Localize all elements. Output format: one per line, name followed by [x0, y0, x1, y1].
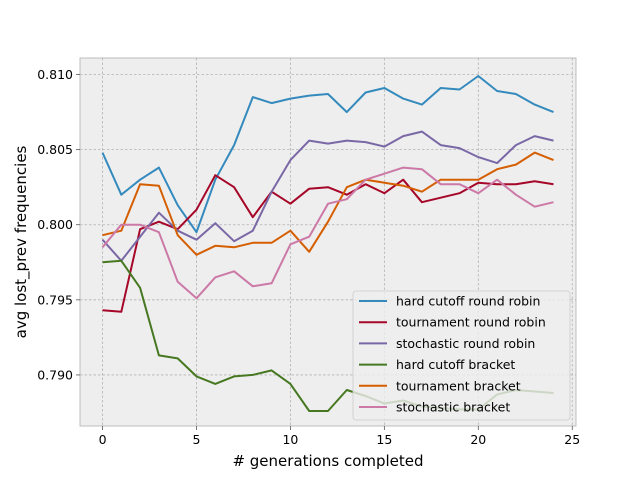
y-tick-label: 0.810 [37, 67, 73, 82]
y-tick-label: 0.805 [37, 142, 73, 157]
x-tick-label: 15 [376, 432, 392, 447]
legend: hard cutoff round robin tournament round … [352, 290, 571, 421]
series-line [101, 130, 554, 262]
axis-ticks: 0 5 10 15 20 25 0.790 0.795 0.800 0.805 0.810 [37, 67, 580, 447]
legend-label: tournament bracket [396, 378, 521, 393]
legend-label: stochastic bracket [396, 400, 510, 415]
y-tick-label: 0.795 [37, 292, 73, 307]
series-line [101, 166, 554, 300]
x-tick-label: 0 [99, 432, 107, 447]
x-tick-label: 10 [282, 432, 298, 447]
series-line [102, 151, 554, 256]
legend-label: tournament round robin [396, 315, 546, 330]
legend-label: hard cutoff bracket [396, 357, 515, 372]
x-tick-label: 20 [470, 432, 486, 447]
x-tick-label: 5 [193, 432, 201, 447]
series-line [101, 75, 554, 234]
legend-label: hard cutoff round robin [396, 294, 540, 309]
x-axis-label: # generations completed [232, 452, 423, 470]
y-tick-label: 0.800 [37, 217, 73, 232]
y-tick-label: 0.790 [37, 367, 73, 382]
y-axis-label: avg lost_prev frequencies [12, 145, 31, 338]
legend-label: stochastic round robin [396, 336, 535, 351]
legend-box [352, 290, 571, 421]
x-tick-label: 25 [564, 432, 580, 447]
series-line [102, 174, 554, 313]
